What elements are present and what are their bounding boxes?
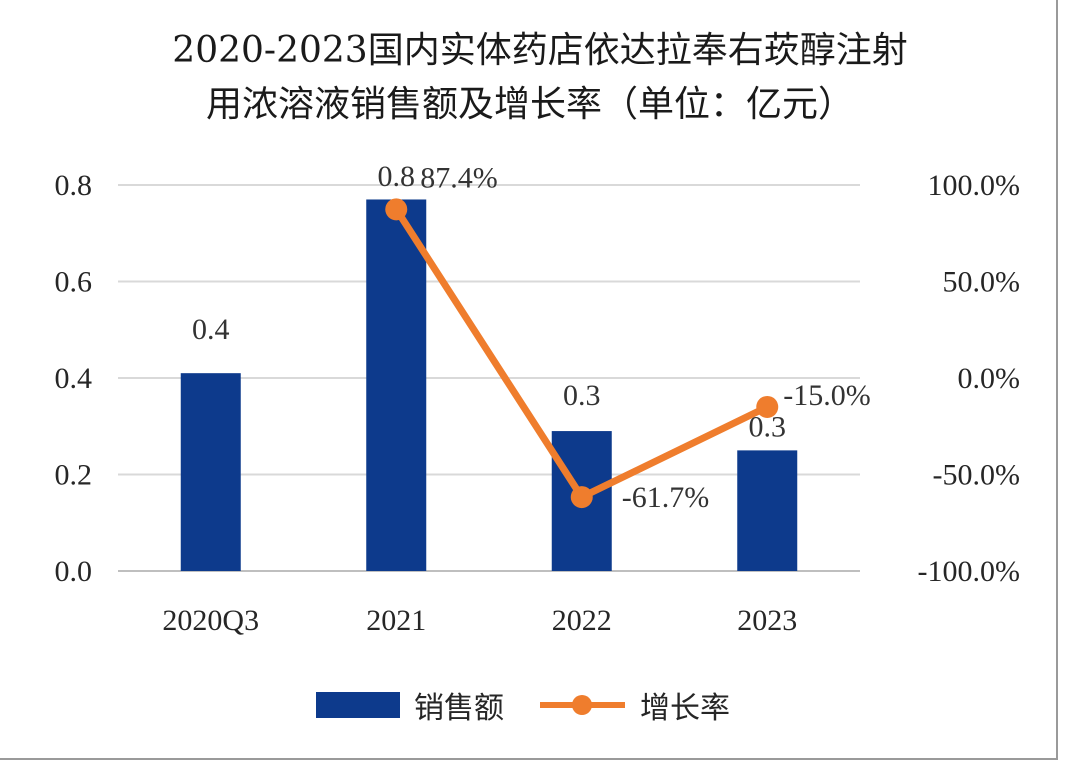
gridlines bbox=[118, 184, 860, 572]
left-axis-ticks: 0.0 0.2 0.4 0.6 0.8 bbox=[55, 169, 93, 588]
line-value-label: -15.0% bbox=[783, 379, 870, 412]
line-point bbox=[570, 486, 593, 509]
line-point bbox=[385, 198, 408, 221]
bar bbox=[366, 199, 427, 571]
chart-frame bbox=[0, 0, 1058, 760]
x-tick-label: 2020Q3 bbox=[162, 604, 259, 637]
right-tick-label: -50.0% bbox=[933, 459, 1020, 492]
right-tick-label: 0.0% bbox=[958, 362, 1021, 395]
line-point bbox=[756, 395, 779, 418]
bar-value-label: 0.8 bbox=[378, 160, 416, 193]
legend-swatch-growth-marker bbox=[572, 695, 592, 715]
chart-title-line-2: 用浓溶液销售额及增长率（单位：亿元） bbox=[206, 84, 854, 125]
legend-swatch-sales bbox=[316, 692, 400, 718]
x-axis-ticks: 2020Q3 2021 2022 2023 bbox=[162, 604, 797, 637]
left-tick-label: 0.8 bbox=[55, 169, 93, 202]
legend-label-sales: 销售额 bbox=[414, 691, 504, 726]
data-labels: 0.4 0.8 0.3 0.3 87.4% -61.7% -15.0% bbox=[192, 160, 871, 514]
chart-title-line-1: 2020-2023国内实体药店依达拉奉右莰醇注射 bbox=[172, 30, 907, 71]
x-tick-label: 2021 bbox=[366, 604, 426, 637]
left-tick-label: 0.2 bbox=[55, 459, 93, 492]
bar bbox=[180, 373, 241, 571]
bar-series bbox=[180, 199, 798, 571]
x-tick-label: 2022 bbox=[552, 604, 612, 637]
line-series bbox=[385, 198, 779, 509]
line-value-label: 87.4% bbox=[420, 161, 498, 194]
bar bbox=[737, 450, 798, 571]
right-axis-ticks: -100.0% -50.0% 0.0% 50.0% 100.0% bbox=[918, 169, 1020, 588]
left-tick-label: 0.4 bbox=[55, 362, 93, 395]
legend-label-growth: 增长率 bbox=[640, 691, 730, 726]
x-tick-label: 2023 bbox=[737, 604, 797, 637]
left-tick-label: 0.6 bbox=[55, 266, 93, 299]
bar-value-label: 0.3 bbox=[749, 410, 787, 443]
bar-value-label: 0.4 bbox=[192, 313, 230, 346]
bar-value-label: 0.3 bbox=[563, 379, 601, 412]
left-tick-label: 0.0 bbox=[55, 555, 93, 588]
right-tick-label: 100.0% bbox=[928, 169, 1021, 202]
legend: 销售额 增长率 bbox=[316, 691, 730, 726]
right-tick-label: -100.0% bbox=[918, 555, 1020, 588]
right-tick-label: 50.0% bbox=[943, 266, 1021, 299]
line-value-label: -61.7% bbox=[622, 481, 709, 514]
